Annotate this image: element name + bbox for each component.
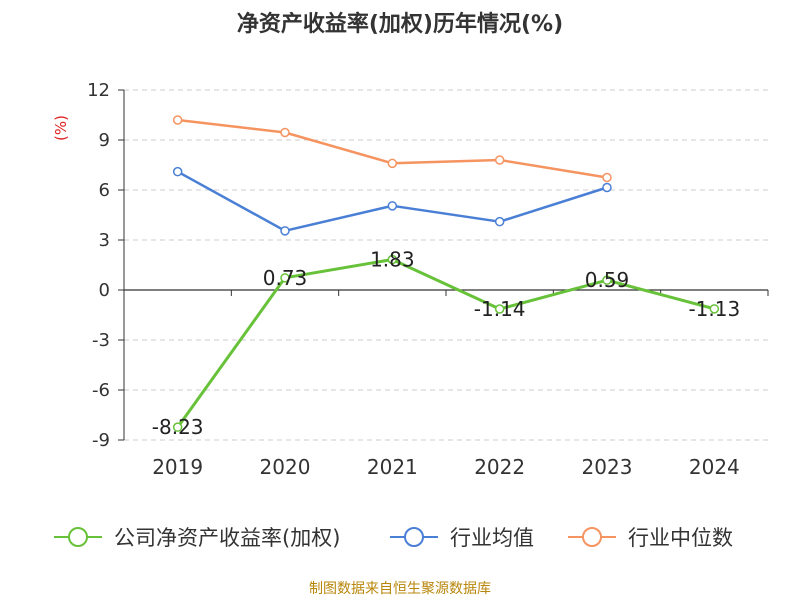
series-point-1 [172, 166, 183, 177]
legend-label-2: 行业中位数 [628, 526, 733, 550]
chart-title: 净资产收益率(加权)历年情况(%) [236, 12, 564, 37]
source-note: 制图数据来自恒生聚源数据库 [309, 581, 491, 597]
series-point-2 [172, 115, 183, 125]
series-point-0 [494, 304, 505, 314]
series-point-1 [494, 216, 505, 227]
series-point-1 [602, 182, 612, 193]
y-tick-label: 0 [99, 280, 110, 301]
legend-marker-2 [582, 527, 602, 547]
data-label: 0.59 [585, 268, 630, 292]
series-line-0 [176, 258, 715, 429]
data-label: -1.13 [688, 297, 740, 321]
series-point-0 [602, 275, 612, 285]
data-labels: -8.23 0.73 1.83 -1.14 0.59 -1.13 [152, 248, 740, 440]
data-label: 0.73 [263, 266, 308, 290]
legend[interactable]: 公司净资产收益率(加权) 行业均值 行业中位数 [54, 526, 733, 550]
series-point-1 [387, 201, 398, 211]
series-point-2 [494, 155, 505, 165]
series-lines [172, 115, 720, 432]
y-axis-label: (%) [52, 115, 70, 141]
x-tick-label: 2019 [152, 455, 203, 479]
y-tick-label: 6 [99, 180, 110, 201]
y-tick-label: 3 [99, 230, 110, 251]
data-label: -1.14 [474, 297, 526, 321]
series-point-2 [387, 158, 398, 169]
series-point-0 [387, 254, 398, 265]
y-tick-label: 9 [99, 130, 110, 151]
legend-marker-0 [68, 527, 88, 547]
x-tick-label: 2020 [260, 455, 311, 479]
y-tick-label: -9 [92, 430, 110, 451]
y-tick-label: 12 [87, 80, 110, 101]
series-point-2 [602, 172, 612, 183]
y-tick-label: -6 [92, 380, 110, 401]
y-tick-label: -3 [92, 330, 110, 351]
series-point-0 [280, 273, 290, 283]
data-label: -8.23 [152, 415, 204, 439]
x-tick-label: 2024 [689, 455, 740, 479]
x-tick-label: 2021 [367, 455, 418, 479]
legend-label-0: 公司净资产收益率(加权) [114, 526, 340, 550]
data-label: 1.83 [370, 248, 415, 272]
legend-label-1: 行业均值 [450, 526, 534, 550]
series-point-0 [709, 304, 720, 314]
legend-marker-1 [404, 527, 424, 547]
axes: 12 9 6 3 0 -3 -6 -9 2019 2020 2021 2022 2023 2024 [87, 80, 769, 479]
series-point-0 [172, 422, 183, 432]
series-line-2 [177, 118, 608, 179]
grid-lines [124, 89, 768, 441]
x-tick-label: 2023 [582, 455, 633, 479]
series-point-1 [280, 226, 290, 236]
series-point-2 [280, 127, 290, 138]
x-tick-label: 2022 [474, 455, 525, 479]
